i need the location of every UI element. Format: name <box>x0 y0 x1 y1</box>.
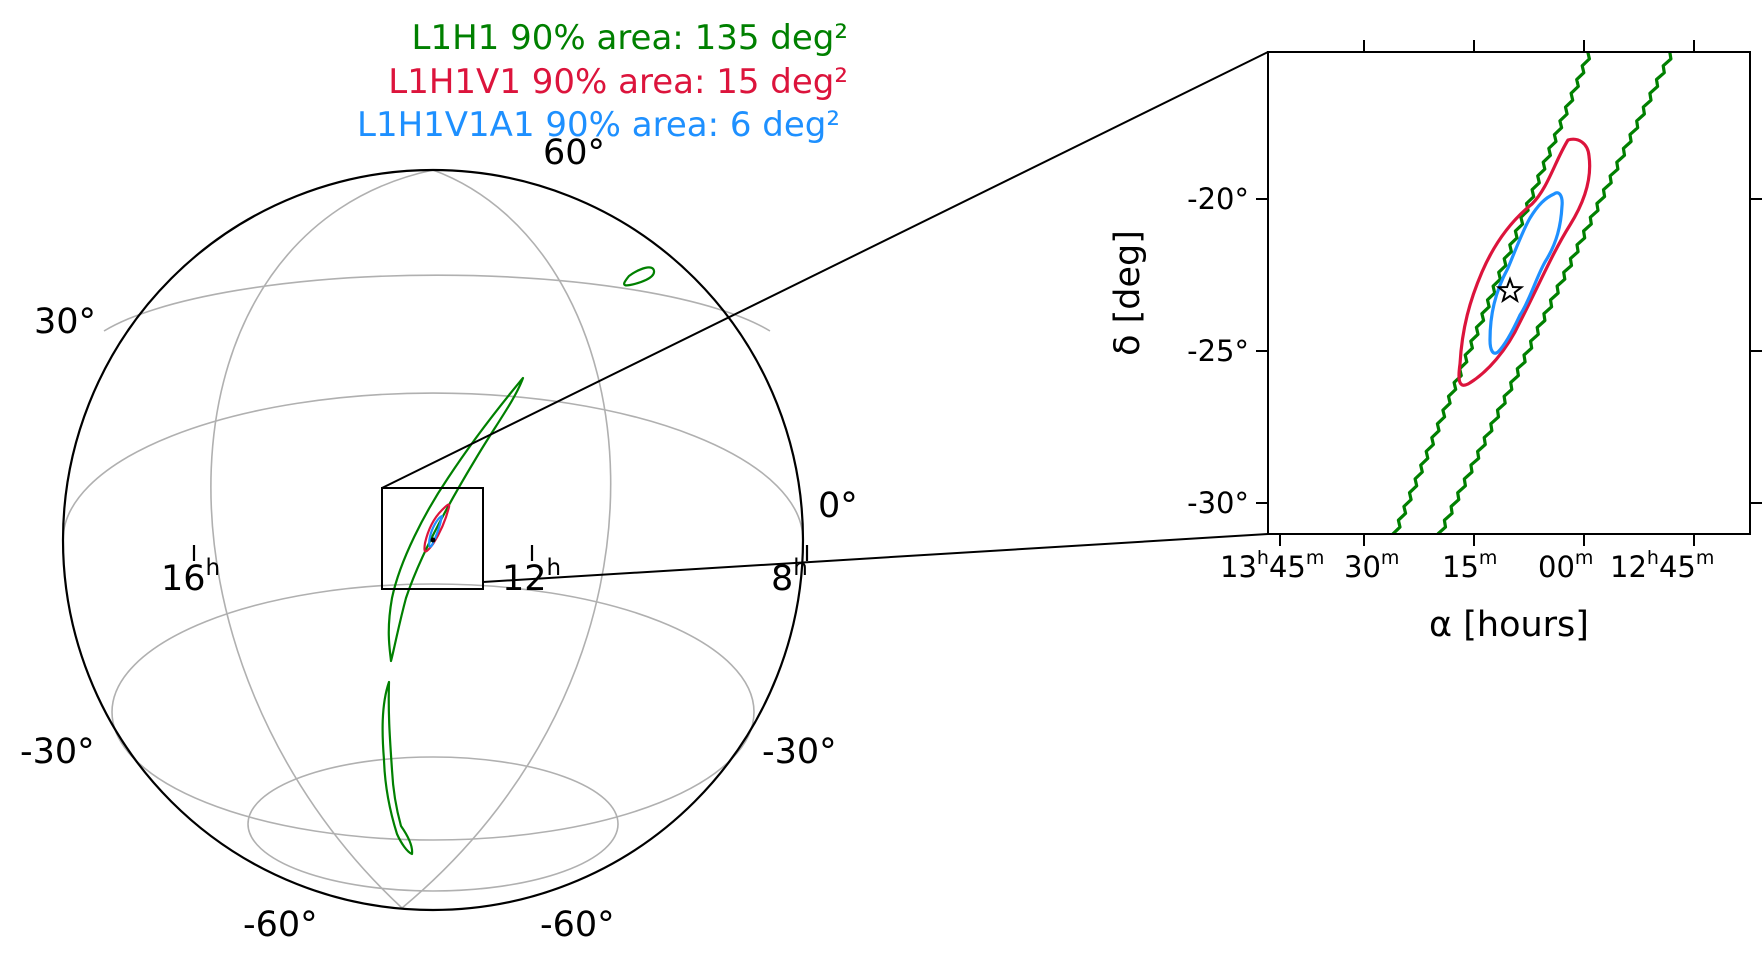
inset-contours <box>1391 52 1673 534</box>
connector-top <box>381 51 1269 489</box>
graticule-dec-30 <box>103 274 771 332</box>
x-tick-label-1345m: 13h45m <box>1220 547 1324 584</box>
contour-l1h1v1a1-inset <box>1488 191 1564 355</box>
x-tick-label-1245m: 12h45m <box>1610 547 1714 584</box>
contour-l1h1-globe-main <box>387 376 525 663</box>
ra-labels: 16h 12h 8h <box>161 555 808 599</box>
connector-bottom <box>482 533 1269 583</box>
contour-l1h1v1-inset <box>1457 137 1592 387</box>
graticule-ra-10h <box>401 169 612 909</box>
zoom-connectors <box>381 51 1269 583</box>
dec-label-minus30-right: -30° <box>762 732 837 772</box>
globe-contours <box>381 266 656 856</box>
dec-label-60-top: 60° <box>543 133 605 173</box>
contour-l1h1-inset-left <box>1391 52 1592 534</box>
x-axis-label: α [hours] <box>1429 605 1589 645</box>
x-tick-label-15m: 15m <box>1442 547 1497 584</box>
contour-l1h1v1-globe <box>423 503 451 553</box>
zoom-box <box>381 487 484 590</box>
injection-marker-globe <box>430 537 436 543</box>
dec-labels: 60° 30° 0° -30° -30° -60° -60° <box>20 133 858 945</box>
legend-entry-l1h1v1a1: L1H1V1A1 90% area: 6 deg² <box>357 105 840 145</box>
contour-l1h1v1a1-globe <box>428 514 444 548</box>
dec-label-minus30-left: -30° <box>20 732 95 772</box>
legend-entry-l1h1v1: L1H1V1 90% area: 15 deg² <box>388 62 848 102</box>
inset-plot: -20° -25° -30° 13h45m 30m 15m 00m 12h45m… <box>1108 40 1762 645</box>
y-axis-label: δ [deg] <box>1108 230 1148 356</box>
inset-frame <box>1267 51 1751 535</box>
inset-x-tick-labels: 13h45m 30m 15m 00m 12h45m <box>1220 547 1714 584</box>
y-tick-label-minus30: -30° <box>1187 486 1249 520</box>
inset-ticks <box>1256 40 1762 546</box>
globe-outline <box>61 168 805 912</box>
globe-plot: 60° 30° 0° -30° -30° -60° -60° 16h 12h 8… <box>20 133 858 945</box>
contour-l1h1-globe-north <box>623 266 656 287</box>
contour-l1h1-inset-right <box>1436 52 1673 534</box>
graticule-dec-0 <box>62 392 804 541</box>
dec-label-0-right: 0° <box>818 486 858 526</box>
dec-label-minus60-left: -60° <box>243 905 318 945</box>
graticule-dec-minus30 <box>111 583 755 841</box>
injection-star <box>1495 276 1525 304</box>
dec-label-30-left: 30° <box>34 302 96 342</box>
y-tick-label-minus20: -20° <box>1187 182 1249 216</box>
y-tick-label-minus25: -25° <box>1187 334 1249 368</box>
contour-l1h1-globe-south <box>381 680 414 856</box>
graticule <box>62 169 804 909</box>
inset-y-tick-labels: -20° -25° -30° <box>1187 182 1249 520</box>
graticule-ra-14h <box>210 169 434 909</box>
legend: L1H1 90% area: 135 deg² L1H1V1 90% area:… <box>357 18 848 145</box>
ra-ticks <box>192 545 809 561</box>
graticule-dec-minus60 <box>247 756 619 892</box>
x-tick-label-00m: 00m <box>1538 547 1593 584</box>
ra-label-16h: 16h <box>161 555 220 599</box>
x-tick-label-30m: 30m <box>1344 547 1399 584</box>
dec-label-minus60-right: -60° <box>540 905 615 945</box>
legend-entry-l1h1: L1H1 90% area: 135 deg² <box>412 18 848 58</box>
